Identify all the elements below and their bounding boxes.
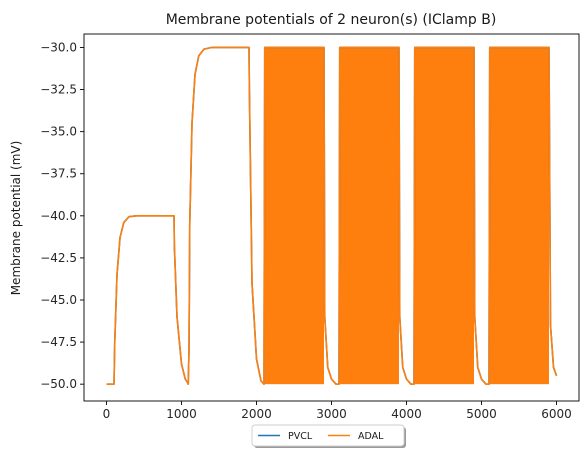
x-tick-label: 2000: [241, 407, 272, 421]
oscillation-band-2: [339, 47, 399, 385]
x-tick-label: 1000: [166, 407, 197, 421]
x-tick-label: 5000: [466, 407, 497, 421]
chart-title: Membrane potentials of 2 neuron(s) (ICla…: [166, 12, 497, 28]
x-tick-label: 4000: [391, 407, 422, 421]
series-lines: [106, 46, 558, 385]
legend-label-adal: ADAL: [358, 431, 384, 442]
y-tick-label: −45.0: [40, 293, 77, 307]
y-tick-label: −42.5: [40, 251, 77, 265]
y-axis-title: Membrane potential (mV): [9, 141, 23, 296]
series-line-adal: [106, 46, 558, 385]
x-axis-ticks: 0 1000 2000 3000 4000 5000 6000: [103, 401, 572, 421]
legend-label-pvcl: PVCL: [288, 431, 313, 442]
y-tick-label: −37.5: [40, 167, 77, 181]
y-tick-label: −47.5: [40, 335, 77, 349]
oscillation-band-4: [489, 47, 549, 385]
oscillation-bands: [264, 47, 549, 385]
legend: PVCL ADAL: [251, 424, 406, 448]
plot-area: [106, 46, 558, 385]
y-tick-label: −30.0: [40, 40, 77, 54]
y-tick-label: −50.0: [40, 377, 77, 391]
y-tick-label: −35.0: [40, 125, 77, 139]
y-tick-label: −40.0: [40, 209, 77, 223]
oscillation-band-3: [414, 47, 474, 385]
x-tick-label: 0: [103, 407, 111, 421]
oscillation-band-1: [264, 47, 324, 385]
x-tick-label: 6000: [541, 407, 572, 421]
x-tick-label: 3000: [316, 407, 347, 421]
y-axis-ticks: −30.0 −32.5 −35.0 −37.5 −40.0 −42.5 −45.0 −47.5…: [40, 40, 84, 391]
y-tick-label: −32.5: [40, 83, 77, 97]
